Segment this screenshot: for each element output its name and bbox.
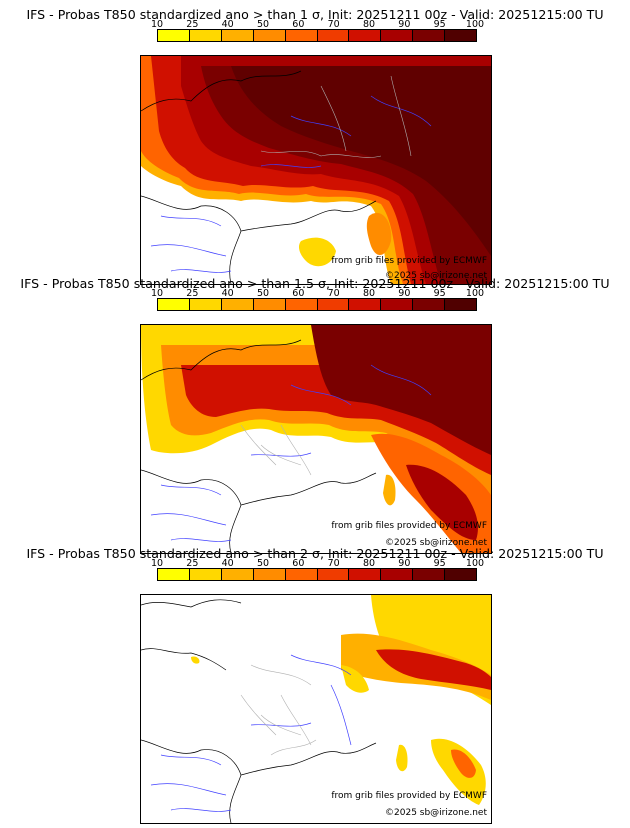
- colorbar-swatch: [381, 569, 414, 580]
- colorbar-label: 25: [186, 19, 199, 30]
- colorbar-swatch: [189, 30, 222, 41]
- panel-title: IFS - Probas T850 standardized ano > tha…: [26, 546, 604, 561]
- colorbar-label: 80: [362, 558, 376, 569]
- colorbar-swatch: [285, 299, 318, 310]
- colorbar-label: 50: [256, 19, 270, 30]
- colorbar-swatch: [158, 299, 190, 310]
- colorbar-swatch: [158, 569, 190, 580]
- colorbar-swatch: [317, 569, 350, 580]
- map-panel-2: IFS - Probas T850 standardized ano > tha…: [0, 276, 630, 554]
- colorbar-label: 60: [292, 19, 305, 30]
- colorbar-swatch: [317, 30, 350, 41]
- colorbar-label: 80: [362, 288, 376, 299]
- colorbar-label: 25: [186, 288, 199, 299]
- copyright-credit: ©2025 sb@irizone.net: [385, 271, 487, 281]
- colorbar-swatch: [445, 30, 477, 41]
- colorbar-swatch: [413, 299, 446, 310]
- colorbar-swatch: [253, 569, 286, 580]
- colorbar-label: 40: [221, 558, 234, 569]
- map-graphic: [141, 325, 491, 553]
- colorbar-swatches: [157, 298, 477, 311]
- colorbar-label: 90: [398, 19, 411, 30]
- colorbar-swatch: [221, 30, 254, 41]
- copyright-credit: ©2025 sb@irizone.net: [385, 808, 487, 818]
- panel-title: IFS - Probas T850 standardized ano > tha…: [20, 276, 610, 291]
- colorbar-swatch: [413, 30, 446, 41]
- colorbar-swatch: [413, 569, 446, 580]
- colorbar-swatch: [189, 299, 222, 310]
- data-source-credit: from grib files provided by ECMWF: [331, 256, 487, 266]
- colorbar-label: 100: [465, 19, 485, 30]
- colorbar-swatch: [445, 299, 477, 310]
- data-source-credit: from grib files provided by ECMWF: [331, 791, 487, 801]
- colorbar-label: 10: [150, 288, 164, 299]
- colorbar-label: 70: [327, 288, 340, 299]
- colorbar-swatches: [157, 568, 477, 581]
- probability-map: from grib files provided by ECMWF ©2025 …: [140, 324, 492, 554]
- colorbar-label: 50: [256, 288, 270, 299]
- colorbar-swatch: [445, 569, 477, 580]
- copyright-credit: ©2025 sb@irizone.net: [385, 538, 487, 548]
- colorbar-swatches: [157, 29, 477, 42]
- colorbar-label: 70: [327, 558, 340, 569]
- colorbar-swatch: [221, 569, 254, 580]
- colorbar-swatch: [189, 569, 222, 580]
- colorbar-swatch: [349, 299, 382, 310]
- probability-map: from grib files provided by ECMWF ©2025 …: [140, 55, 492, 285]
- colorbar-label: 25: [186, 558, 199, 569]
- colorbar-swatch: [349, 569, 382, 580]
- colorbar-label: 40: [221, 19, 234, 30]
- colorbar-label: 100: [465, 558, 485, 569]
- colorbar-swatch: [221, 299, 254, 310]
- colorbar-label: 90: [398, 558, 411, 569]
- colorbar-swatch: [285, 30, 318, 41]
- colorbar-label: 70: [327, 19, 340, 30]
- colorbar-label: 50: [256, 558, 270, 569]
- panel-title: IFS - Probas T850 standardized ano > tha…: [26, 7, 604, 22]
- map-panel-3: IFS - Probas T850 standardized ano > tha…: [0, 546, 630, 824]
- colorbar-label: 95: [433, 288, 446, 299]
- colorbar-swatch: [253, 30, 286, 41]
- colorbar-label: 40: [221, 288, 234, 299]
- colorbar-label: 90: [398, 288, 411, 299]
- colorbar-swatch: [381, 30, 414, 41]
- colorbar-swatch: [253, 299, 286, 310]
- probability-map: from grib files provided by ECMWF ©2025 …: [140, 594, 492, 824]
- colorbar-swatch: [349, 30, 382, 41]
- colorbar-label: 10: [150, 19, 164, 30]
- map-panel-1: IFS - Probas T850 standardized ano > tha…: [0, 7, 630, 285]
- colorbar-label: 100: [465, 288, 485, 299]
- colorbar-swatch: [158, 30, 190, 41]
- data-source-credit: from grib files provided by ECMWF: [331, 521, 487, 531]
- colorbar-label: 60: [292, 558, 305, 569]
- colorbar-label: 10: [150, 558, 164, 569]
- colorbar-label: 95: [433, 19, 446, 30]
- map-graphic: [141, 595, 491, 823]
- colorbar-label: 60: [292, 288, 305, 299]
- map-graphic: [141, 56, 491, 284]
- colorbar-swatch: [381, 299, 414, 310]
- colorbar-label: 80: [362, 19, 376, 30]
- colorbar-swatch: [317, 299, 350, 310]
- colorbar-swatch: [285, 569, 318, 580]
- colorbar-label: 95: [433, 558, 446, 569]
